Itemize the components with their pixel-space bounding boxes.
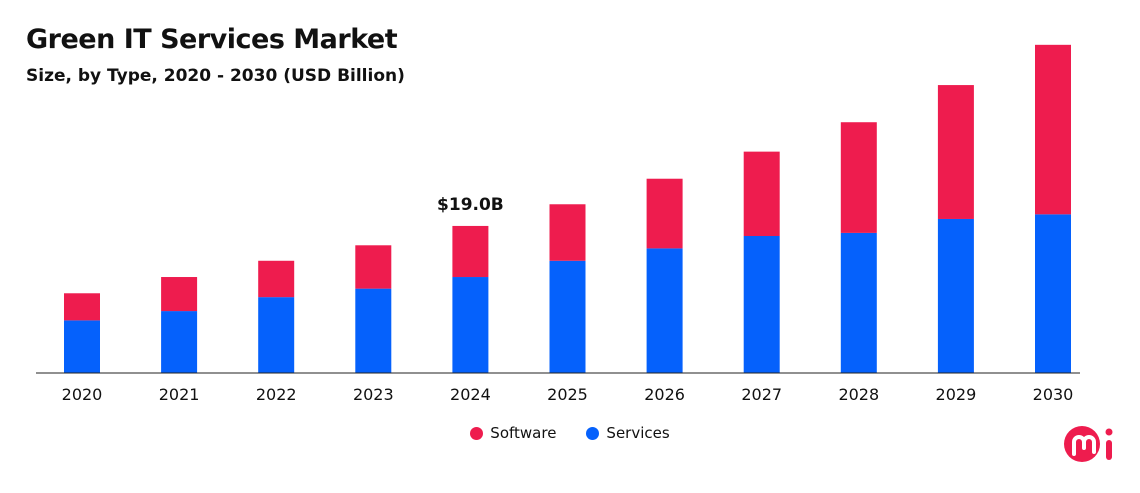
legend-label: Software (490, 424, 557, 442)
x-tick-label: 2025 (547, 385, 588, 404)
bar-software-2021 (161, 277, 198, 312)
bar-services-2027 (743, 236, 780, 373)
bar-software-2027 (743, 151, 780, 237)
bar-services-2021 (161, 311, 198, 373)
x-tick-label: 2029 (936, 385, 977, 404)
legend-item-services: Services (586, 424, 670, 442)
chart-subtitle: Size, by Type, 2020 - 2030 (USD Billion) (26, 66, 405, 86)
bar-software-2029 (937, 85, 974, 219)
x-tick-label: 2026 (644, 385, 685, 404)
bar-software-2025 (549, 204, 586, 261)
x-tick-label: 2028 (838, 385, 879, 404)
x-tick-label: 2020 (62, 385, 103, 404)
x-tick-label: 2022 (256, 385, 297, 404)
bar-services-2025 (549, 260, 586, 373)
legend-item-software: Software (470, 424, 556, 442)
bar-software-2024 (452, 225, 489, 278)
bar-software-2020 (64, 293, 100, 321)
bar-services-2026 (646, 248, 683, 373)
x-tick-label: 2024 (450, 385, 491, 404)
bar-services-2029 (937, 218, 974, 373)
bar-services-2023 (355, 288, 392, 373)
x-tick-label: 2030 (1033, 385, 1074, 404)
bar-software-2022 (258, 260, 295, 298)
x-tick-label: 2023 (353, 385, 394, 404)
bar-services-2028 (840, 232, 877, 373)
brand-logo-icon (1064, 426, 1113, 462)
bar-software-2030 (1035, 44, 1071, 215)
bar-services-2024 (452, 277, 489, 373)
bar-software-2028 (840, 122, 877, 233)
bar-software-2026 (646, 178, 683, 249)
services-swatch (586, 426, 600, 440)
bar-software-2023 (355, 245, 392, 289)
x-tick-label: 2027 (741, 385, 782, 404)
bar-services-2030 (1035, 214, 1071, 373)
data-label-2024: $19.0B (437, 195, 504, 215)
bar-services-2020 (64, 320, 100, 373)
software-swatch (470, 426, 484, 440)
chart-title: Green IT Services Market (26, 24, 398, 55)
legend: Software Services (0, 424, 1140, 442)
bar-services-2022 (258, 297, 295, 373)
x-tick-label: 2021 (159, 385, 200, 404)
legend-label: Services (606, 424, 670, 442)
